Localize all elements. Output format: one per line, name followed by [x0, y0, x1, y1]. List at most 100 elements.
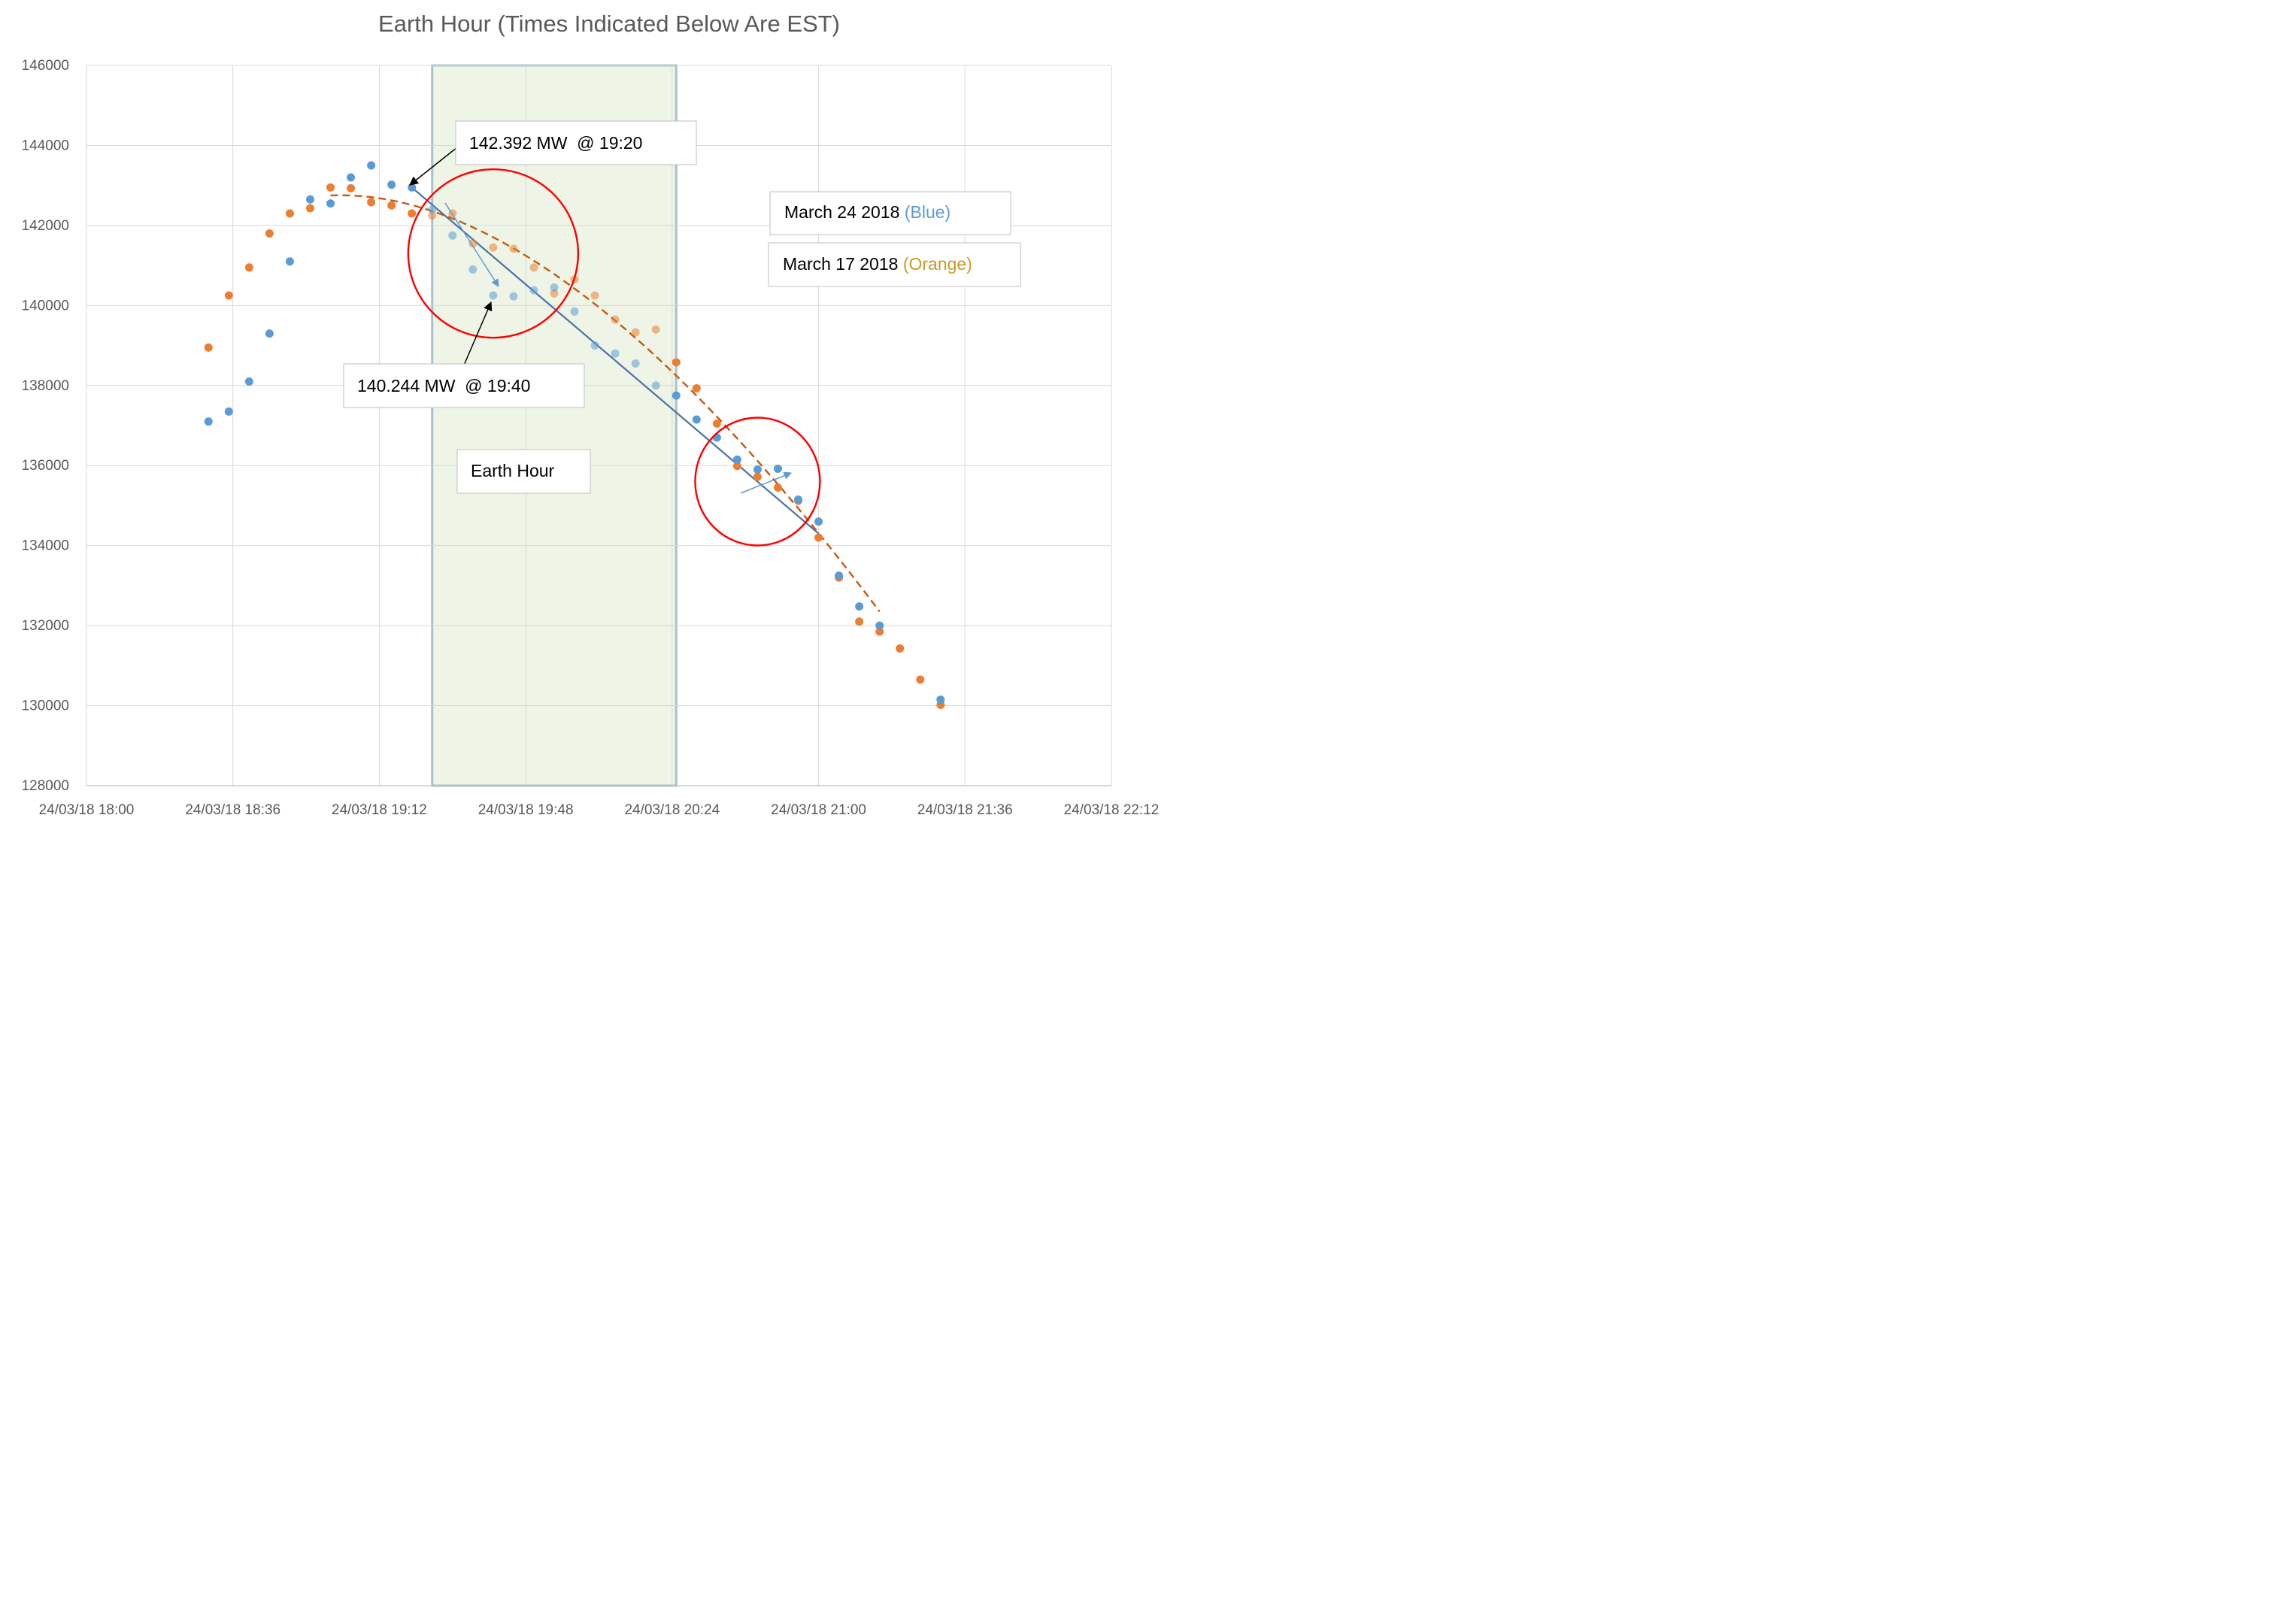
point-orange [387, 201, 396, 210]
chart-svg: 128000 130000 132000 134000 136000 138000 1400… [22, 58, 1160, 818]
highlight-circle-earth-hour [407, 168, 580, 339]
point-orange [326, 183, 335, 192]
point-blue [204, 417, 213, 426]
point-blue [387, 180, 396, 189]
callout-bottom-text: 140.244 MW @ 19:40 [357, 376, 530, 395]
arrow-bottom-callout [462, 301, 493, 368]
highlight-circle-after [694, 417, 821, 547]
x-tick-label: 24/03/18 19:48 [478, 802, 574, 818]
point-orange [916, 675, 925, 684]
point-blue [875, 621, 884, 630]
point-orange [651, 325, 660, 334]
point-orange [408, 209, 417, 218]
point-blue [753, 465, 762, 474]
point-orange [285, 209, 294, 218]
point-orange [672, 358, 681, 367]
y-tick-label: 130000 [22, 698, 69, 714]
y-tick-label: 140000 [22, 298, 69, 314]
point-blue [265, 329, 274, 338]
point-blue [448, 231, 457, 240]
point-orange [896, 644, 905, 653]
point-blue [326, 199, 335, 208]
legend-blue-box: March 24 2018 (Blue) [769, 191, 1011, 235]
point-orange [712, 419, 721, 428]
x-tick-label: 24/03/18 18:36 [185, 802, 280, 818]
arrow-blue-drop [444, 202, 499, 287]
point-orange [204, 343, 213, 352]
y-tick-label: 136000 [22, 458, 69, 474]
x-tick-label: 24/03/18 18:00 [39, 802, 135, 818]
point-blue [347, 173, 356, 182]
point-orange [631, 328, 640, 337]
point-blue [285, 257, 294, 266]
point-blue [529, 286, 538, 295]
x-tick-label: 24/03/18 22:12 [1064, 802, 1160, 818]
point-blue [509, 292, 518, 301]
legend-blue-label: March 24 2018 [784, 202, 905, 222]
point-blue [367, 161, 376, 170]
arrow-blue-rise [740, 471, 792, 494]
point-blue [590, 341, 599, 350]
point-orange [305, 204, 314, 213]
point-blue [794, 495, 803, 504]
earth-hour-label: Earth Hour [471, 461, 555, 480]
trendline-orange [330, 194, 881, 613]
point-blue [468, 265, 478, 274]
x-tick-label: 24/03/18 21:36 [917, 802, 1013, 818]
point-blue [814, 517, 823, 526]
svg-text:March 17 2018 (Orange): March 17 2018 (Orange) [783, 254, 972, 274]
point-blue [611, 349, 620, 358]
point-orange [814, 533, 823, 542]
legend-blue-color-word: (Blue) [905, 202, 950, 222]
x-tick-label: 24/03/18 19:12 [332, 802, 427, 818]
point-orange [773, 483, 782, 492]
chart-title: Earth Hour (Times Indicated Below Are ES… [378, 11, 840, 37]
point-blue [936, 695, 945, 704]
point-orange [347, 183, 356, 192]
trendline-blue [411, 186, 820, 535]
point-orange [265, 229, 274, 238]
legend-orange-label: March 17 2018 [783, 254, 903, 274]
y-tick-label: 138000 [22, 378, 69, 394]
point-blue [773, 464, 782, 473]
y-tick-label: 146000 [22, 58, 69, 74]
point-blue [408, 183, 417, 192]
callout-top-box: 142.392 MW @ 19:20 [455, 120, 697, 165]
point-orange [732, 462, 741, 471]
point-orange [611, 315, 620, 324]
point-blue [570, 307, 579, 316]
point-orange [590, 291, 599, 300]
point-orange [550, 289, 559, 298]
point-blue [224, 407, 233, 416]
point-orange [244, 263, 253, 272]
point-orange [224, 291, 233, 300]
point-blue [672, 391, 681, 400]
callout-bottom-box: 140.244 MW @ 19:40 [343, 363, 585, 408]
y-tick-label: 132000 [22, 618, 69, 634]
point-orange [509, 244, 518, 253]
point-blue [489, 291, 498, 300]
x-tick-label: 24/03/18 21:00 [771, 802, 866, 818]
point-blue [305, 195, 314, 204]
y-tick-label: 134000 [22, 538, 69, 554]
point-orange [468, 239, 478, 248]
point-blue [550, 283, 559, 292]
point-blue [835, 571, 844, 580]
point-blue [732, 455, 741, 464]
y-tick-label: 144000 [22, 138, 69, 153]
legend-orange-box: March 17 2018 (Orange) [768, 242, 1021, 287]
point-orange [428, 211, 437, 220]
point-orange [529, 263, 538, 272]
point-blue [244, 377, 253, 386]
point-orange [367, 198, 376, 207]
point-blue [855, 602, 864, 611]
x-tick-label: 24/03/18 20:24 [624, 802, 720, 818]
legend-orange-color-word: (Orange) [903, 254, 972, 274]
svg-text:March 24 2018 (Blue): March 24 2018 (Blue) [784, 202, 950, 222]
callout-top-text: 142.392 MW @ 19:20 [469, 133, 642, 153]
y-tick-label: 128000 [22, 778, 69, 794]
y-tick-label: 142000 [22, 218, 69, 234]
point-blue [692, 415, 701, 424]
point-blue [631, 359, 640, 368]
arrow-top-callout [409, 147, 458, 186]
